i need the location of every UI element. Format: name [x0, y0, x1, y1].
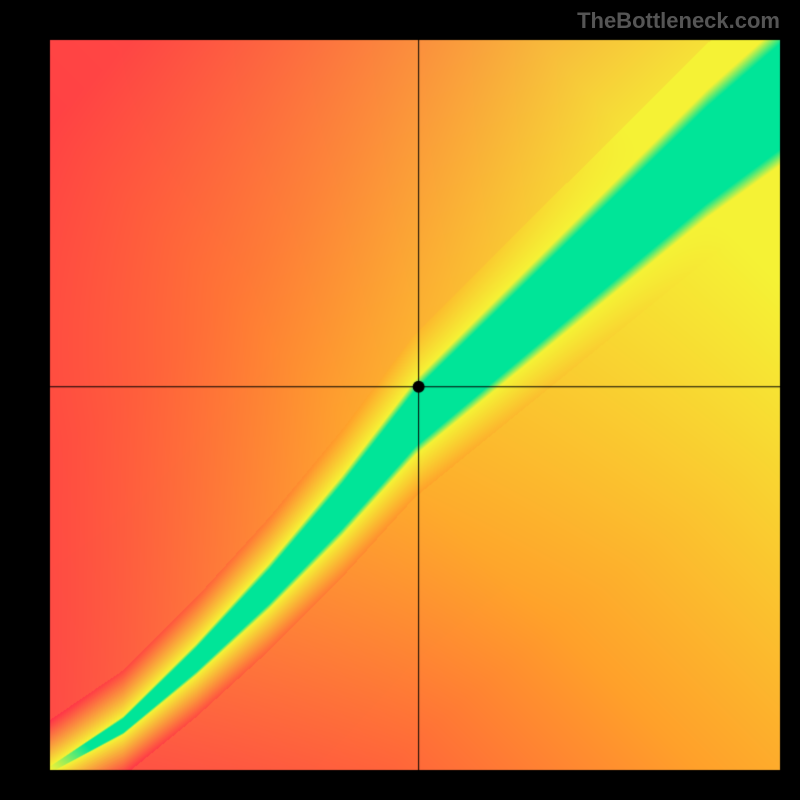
chart-container: TheBottleneck.com [0, 0, 800, 800]
heatmap-canvas [0, 0, 800, 800]
watermark-text: TheBottleneck.com [577, 8, 780, 34]
